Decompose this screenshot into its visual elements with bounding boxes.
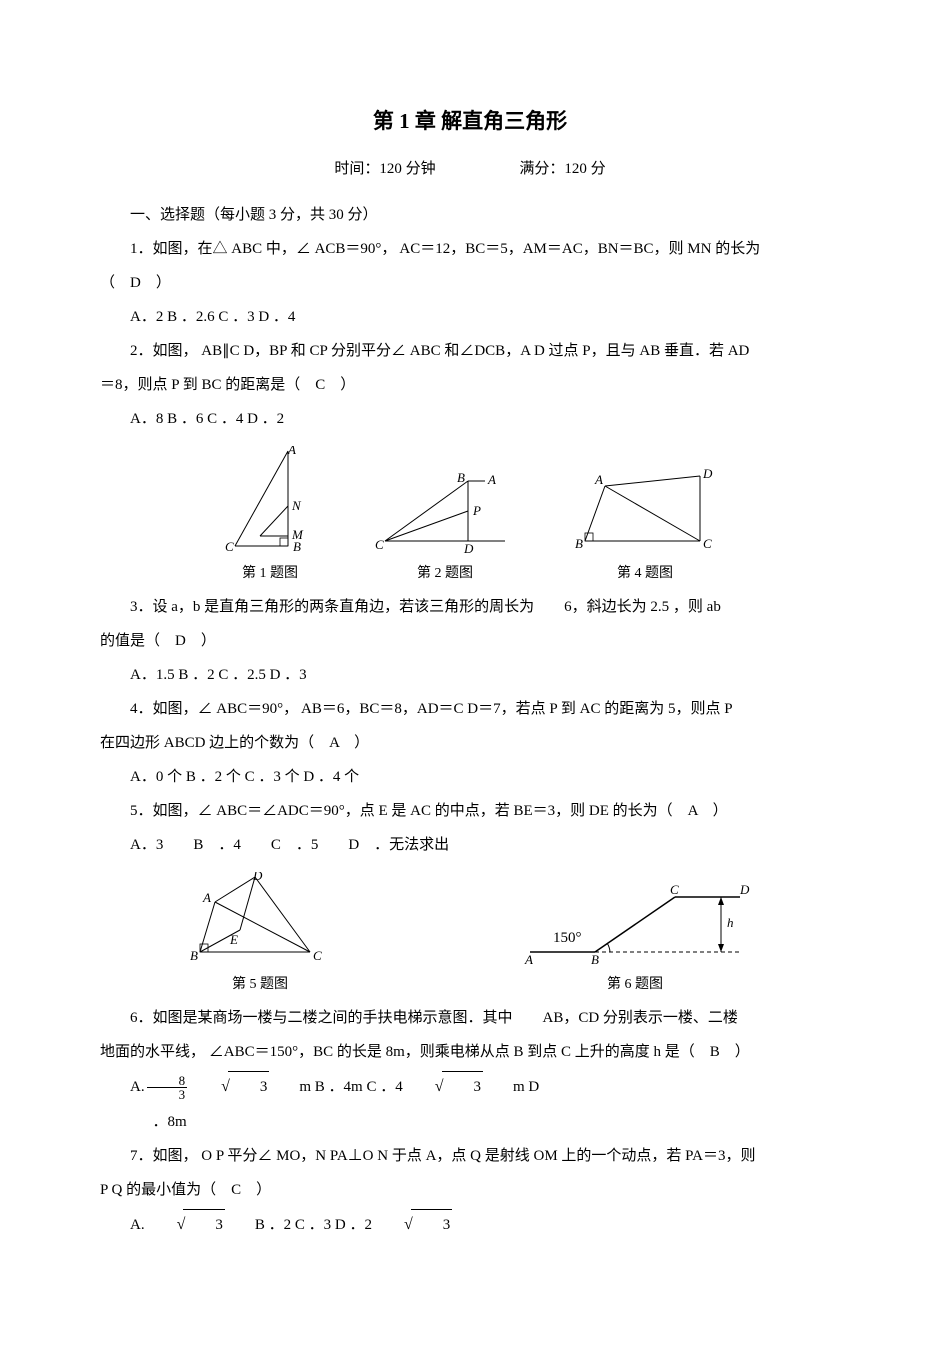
- q6-opt-c-suffix: m D: [483, 1072, 539, 1102]
- question-4-cont: 在四边形 ABCD 边上的个数为（ A ）: [100, 728, 840, 758]
- q7-sqrt-1: 3: [145, 1209, 225, 1241]
- figures-row-1: A B C N M 第 1 题图 B A C D P 第 2 题图: [100, 446, 840, 588]
- svg-text:150°: 150°: [553, 930, 582, 946]
- svg-text:N: N: [291, 498, 302, 513]
- svg-text:C: C: [313, 948, 322, 963]
- svg-text:D: D: [739, 882, 750, 897]
- question-4-options: A．0 个 B ．2 个 C ．3 个 D ．4 个: [100, 762, 840, 792]
- chapter-title: 第 1 章 解直角三角形: [100, 100, 840, 142]
- question-2-cont: ＝8，则点 P 到 BC 的距离是（ C ）: [100, 370, 840, 400]
- question-1: 1．如图，在△ ABC 中，∠ ACB＝90°， AC＝12，BC＝5，AM＝A…: [100, 234, 840, 264]
- svg-text:A: A: [202, 890, 211, 905]
- subtitle: 时间：120 分钟 满分：120 分: [100, 154, 840, 184]
- q6-fraction: 8 3: [147, 1074, 188, 1101]
- score-label: 满分：120 分: [519, 161, 605, 177]
- figure-5-label: 第 5 题图: [185, 971, 335, 999]
- question-4: 4．如图，∠ ABC＝90°， AB＝6，BC＝8，AD＝C D＝7，若点 P …: [100, 694, 840, 724]
- figure-1: A B C N M 第 1 题图: [220, 446, 320, 588]
- q6-opt-suffix: m B ．4m C ．4: [269, 1072, 402, 1102]
- figure-4: A B C D 第 4 题图: [570, 466, 720, 588]
- svg-text:h: h: [727, 915, 734, 930]
- svg-text:B: B: [190, 948, 198, 963]
- question-3-cont: 的值是（ D ）: [100, 626, 840, 656]
- question-1-cont: （ D ）: [100, 268, 840, 298]
- svg-text:A: A: [594, 472, 603, 487]
- question-6-cont: 地面的水平线， ∠ABC＝150°，BC 的长是 8m，则乘电梯从点 B 到点 …: [100, 1037, 840, 1067]
- question-5-options: A．3 B ．4 C ．5 D ．无法求出: [100, 830, 840, 860]
- svg-text:C: C: [670, 882, 679, 897]
- question-2: 2．如图， AB∥C D，BP 和 CP 分别平分∠ ABC 和∠DCB，A D…: [100, 336, 840, 366]
- svg-text:A: A: [487, 472, 496, 487]
- svg-text:P: P: [472, 503, 481, 518]
- figure-5: A B C D E 第 5 题图: [185, 872, 335, 999]
- question-7-cont: P Q 的最小值为（ C ）: [100, 1175, 840, 1205]
- q6-opt-a-prefix: A.: [100, 1072, 145, 1102]
- figure-2: B A C D P 第 2 题图: [370, 471, 520, 588]
- question-2-options: A．8 B ．6 C ．4 D ．2: [100, 404, 840, 434]
- figure-2-label: 第 2 题图: [370, 560, 520, 588]
- svg-text:B: B: [591, 952, 599, 967]
- svg-text:B: B: [457, 471, 465, 485]
- svg-text:C: C: [225, 539, 234, 554]
- q7-sqrt-2: 3: [372, 1209, 452, 1241]
- q6-sqrt-2: 3: [403, 1071, 483, 1103]
- svg-text:M: M: [291, 527, 304, 542]
- svg-text:B: B: [575, 536, 583, 551]
- figure-1-label: 第 1 题图: [220, 560, 320, 588]
- time-label: 时间：120 分钟: [334, 161, 435, 177]
- question-3: 3．设 a，b 是直角三角形的两条直角边，若该三角形的周长为 6，斜边长为 2.…: [100, 592, 840, 622]
- svg-text:A: A: [287, 446, 296, 457]
- question-6: 6．如图是某商场一楼与二楼之间的手扶电梯示意图．其中 AB，CD 分别表示一楼、…: [100, 1003, 840, 1033]
- figures-row-2: A B C D E 第 5 题图 150° A B C D h 第 6 题图: [100, 872, 840, 999]
- svg-text:D: D: [702, 466, 713, 481]
- question-5: 5．如图，∠ ABC＝∠ADC＝90°，点 E 是 AC 的中点，若 BE＝3，…: [100, 796, 840, 826]
- question-6-options: A. 8 3 3 m B ．4m C ．4 3 m D: [100, 1071, 840, 1103]
- svg-text:D: D: [252, 872, 263, 883]
- figure-4-label: 第 4 题图: [570, 560, 720, 588]
- svg-text:C: C: [703, 536, 712, 551]
- q7-opt-prefix: A.: [100, 1210, 145, 1240]
- q6-sqrt-1: 3: [189, 1071, 269, 1103]
- svg-text:C: C: [375, 537, 384, 552]
- figure-6: 150° A B C D h 第 6 题图: [515, 882, 755, 999]
- svg-text:A: A: [524, 952, 533, 967]
- q7-opt-mid: B ．2 C ．3 D ．2: [225, 1210, 372, 1240]
- question-7: 7．如图， O P 平分∠ MO，N PA⊥O N 于点 A，点 Q 是射线 O…: [100, 1141, 840, 1171]
- question-3-options: A．1.5 B ．2 C ．2.5 D ．3: [100, 660, 840, 690]
- figure-6-label: 第 6 题图: [515, 971, 755, 999]
- question-1-options: A．2 B ．2.6 C ．3 D ．4: [100, 302, 840, 332]
- svg-text:D: D: [463, 541, 474, 556]
- section-1-header: 一、选择题（每小题 3 分，共 30 分）: [100, 200, 840, 230]
- svg-text:E: E: [229, 932, 238, 947]
- question-7-options: A. 3 B ．2 C ．3 D ．2 3: [100, 1209, 840, 1241]
- question-6-opt-d: ．8m: [100, 1107, 840, 1137]
